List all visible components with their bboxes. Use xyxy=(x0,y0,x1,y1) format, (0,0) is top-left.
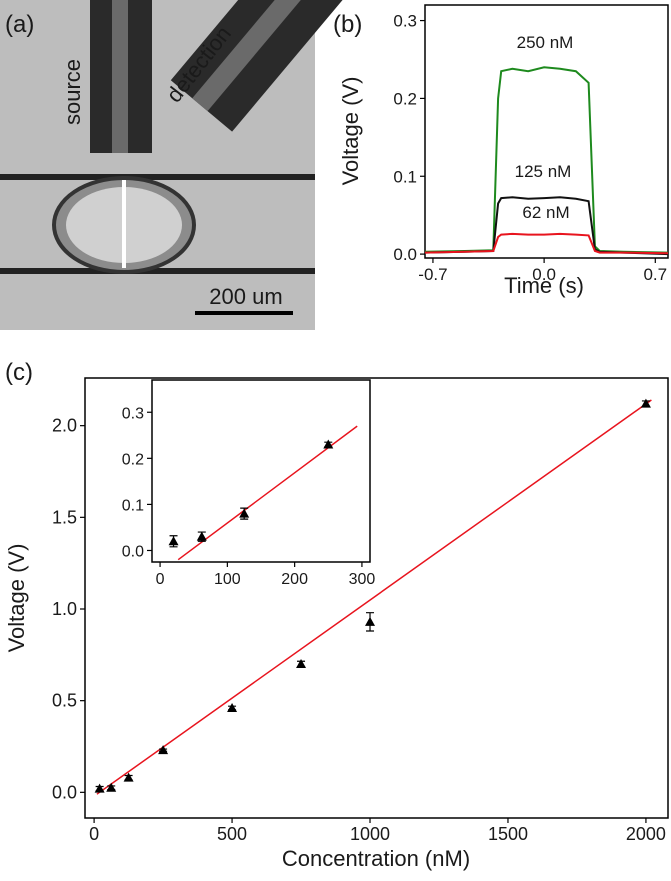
channel-wall-bottom xyxy=(0,268,315,274)
data-point xyxy=(196,531,207,541)
y-tick-label: 0.5 xyxy=(52,691,77,711)
trace xyxy=(424,196,669,256)
y-tick-label: 0.0 xyxy=(393,245,417,264)
data-point xyxy=(239,508,250,518)
x-tick-label: 1000 xyxy=(350,824,390,844)
plot-frame xyxy=(151,379,371,563)
x-tick-label: -0.7 xyxy=(418,265,447,284)
data-point xyxy=(323,439,334,449)
scale-bar xyxy=(195,311,293,315)
source-label: source xyxy=(60,59,85,125)
x-tick-label: 200 xyxy=(281,571,308,588)
y-tick-label: 2.0 xyxy=(52,416,77,436)
data-point xyxy=(640,398,651,408)
panel-label: (c) xyxy=(5,359,33,386)
x-tick-label: 0.7 xyxy=(643,265,667,284)
laser-line xyxy=(122,180,126,268)
plot-frame xyxy=(424,4,669,259)
detection-pipette xyxy=(170,0,348,132)
series-label: 62 nM xyxy=(522,203,569,222)
panel-label: (b) xyxy=(333,11,362,38)
x-tick-label: 0 xyxy=(156,571,165,588)
trace xyxy=(424,232,669,255)
x-tick-label: 2000 xyxy=(626,824,666,844)
data-point xyxy=(106,782,117,792)
source-pipette-core xyxy=(112,0,128,153)
data-point xyxy=(94,783,105,793)
x-tick-label: 500 xyxy=(217,824,247,844)
y-tick-label: 0.1 xyxy=(393,167,417,186)
fit-line xyxy=(96,399,652,795)
data-point xyxy=(123,772,134,782)
y-tick-label: 1.5 xyxy=(52,507,77,527)
data-point xyxy=(365,616,376,626)
y-tick-label: 0.1 xyxy=(122,497,144,514)
panel-label: (a) xyxy=(5,11,34,38)
y-tick-label: 0.2 xyxy=(393,89,417,108)
y-tick-label: 0.2 xyxy=(122,451,144,468)
y-tick-label: 0.0 xyxy=(52,782,77,802)
data-point xyxy=(158,745,169,755)
x-tick-label: 0.0 xyxy=(532,265,556,284)
trace xyxy=(424,66,669,254)
series-label: 125 nM xyxy=(515,162,572,181)
y-axis-label: Voltage (V) xyxy=(4,544,29,653)
x-axis-label: Concentration (nM) xyxy=(282,846,470,871)
micrograph: (a) source detection 200 um xyxy=(0,0,348,330)
detection-core xyxy=(192,0,324,112)
x-axis-label: Time (s) xyxy=(504,273,584,298)
scale-label: 200 um xyxy=(209,284,282,309)
x-tick-label: 1500 xyxy=(488,824,528,844)
channel-wall-top xyxy=(0,174,315,180)
x-tick-label: 100 xyxy=(214,571,241,588)
y-tick-label: 0.3 xyxy=(393,12,417,31)
data-point xyxy=(296,659,307,668)
x-tick-label: 0 xyxy=(89,824,99,844)
data-point xyxy=(168,536,179,546)
y-tick-label: 0.3 xyxy=(122,405,144,422)
series-label: 250 nM xyxy=(517,33,574,52)
y-axis-label: Voltage (V) xyxy=(338,77,363,186)
x-tick-label: 300 xyxy=(349,571,376,588)
data-point xyxy=(227,703,238,712)
y-tick-label: 0.0 xyxy=(122,543,144,560)
y-tick-label: 1.0 xyxy=(52,599,77,619)
